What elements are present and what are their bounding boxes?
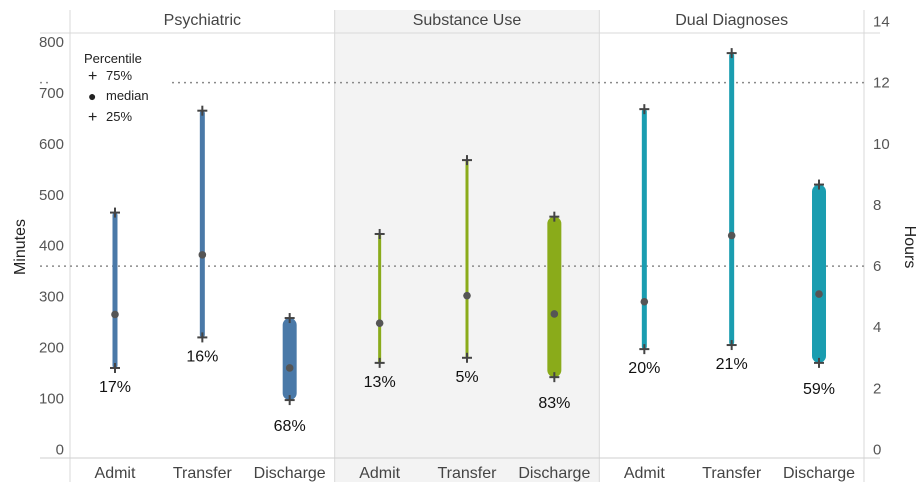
y-right-tick-6: 6 [873, 258, 881, 275]
percent-label-2-2: 59% [803, 381, 835, 398]
y-left-tick-400: 400 [39, 238, 64, 255]
p75-marker-2-2 [814, 179, 825, 190]
range-bar-1-0 [378, 233, 382, 363]
p75-marker-1-0 [374, 228, 385, 239]
median-dot-0-1 [198, 251, 207, 259]
y-right-tick-8: 8 [873, 197, 881, 214]
range-bar-1-2 [547, 216, 562, 378]
y-left-tick-200: 200 [39, 340, 64, 357]
p75-marker-2-0 [639, 104, 650, 115]
percent-label-0-2: 68% [274, 418, 306, 435]
background-layer [40, 10, 880, 482]
p75-marker-0-2 [284, 313, 295, 324]
y-right-tick-14: 14 [873, 14, 890, 31]
median-dot-0-0 [111, 310, 119, 319]
p75-marker-1-2 [549, 211, 560, 222]
legend-label-median: median [106, 88, 149, 103]
p25-marker-2-1 [726, 340, 737, 351]
percent-label-1-0: 13% [364, 374, 396, 391]
median-dot-1-1 [463, 291, 471, 300]
legend-symbol-median: ● [88, 88, 96, 104]
legend-title: Percentile [84, 51, 142, 66]
percent-label-1-1: 5% [455, 369, 478, 386]
y-left-tick-0: 0 [56, 442, 64, 459]
y-left-tick-100: 100 [39, 391, 64, 408]
text-layer: 0 100 200 300 400 500 600 700 800 0 2 4 6 8 10 12 14 Psyc… [39, 12, 890, 482]
range-bar-0-1 [199, 110, 205, 338]
median-dot-2-1 [727, 231, 736, 240]
y-right-tick-12: 12 [873, 75, 890, 92]
median-dot-0-2 [285, 364, 294, 372]
p75-marker-0-0 [109, 207, 120, 218]
panel-title-0: Psychiatric [164, 12, 241, 29]
y-right-tick-4: 4 [873, 319, 881, 336]
percent-label-1-2: 83% [538, 395, 570, 412]
p25-marker-1-2 [549, 372, 560, 383]
p25-marker-0-1 [197, 332, 208, 343]
category-label-2-2: Discharge [783, 465, 855, 482]
range-bar-2-1 [729, 53, 735, 346]
p25-marker-2-2 [814, 357, 825, 368]
p25-marker-2-0 [639, 344, 650, 355]
gridline-layer [40, 81, 864, 267]
legend-symbol-75: + [88, 68, 97, 85]
y-left-tick-800: 800 [39, 34, 64, 51]
median-dot-1-0 [375, 319, 384, 327]
p75-marker-2-1 [726, 48, 737, 59]
panel-title-2: Dual Diagnoses [675, 12, 788, 29]
category-label-1-1: Transfer [438, 465, 498, 482]
range-bar-2-0 [641, 109, 647, 350]
percent-label-2-1: 21% [716, 356, 748, 373]
y-left-tick-300: 300 [39, 289, 64, 306]
y-right-tick-10: 10 [873, 136, 890, 153]
category-label-0-0: Admit [95, 465, 136, 482]
percent-label-0-0: 17% [99, 379, 131, 396]
category-label-0-2: Discharge [254, 465, 326, 482]
y-left-tick-500: 500 [39, 187, 64, 204]
range-bar-0-2 [282, 318, 297, 401]
y-right-tick-0: 0 [873, 442, 881, 459]
p25-marker-0-2 [284, 395, 295, 406]
y-right-tick-2: 2 [873, 380, 881, 397]
marks-layer [109, 48, 827, 406]
median-dot-2-2 [815, 290, 823, 298]
category-label-2-1: Transfer [702, 465, 762, 482]
p75-marker-1-1 [462, 155, 472, 166]
category-label-2-0: Admit [624, 465, 665, 482]
range-bar-2-2 [812, 184, 827, 363]
category-label-1-0: Admit [359, 465, 400, 482]
y-axis-left-title: Minutes [12, 219, 29, 275]
percent-label-0-1: 16% [186, 348, 218, 365]
percent-label-2-0: 20% [628, 360, 660, 377]
p75-marker-0-1 [197, 105, 208, 116]
p25-marker-1-1 [462, 352, 472, 363]
y-left-tick-600: 600 [39, 136, 64, 153]
category-label-1-2: Discharge [518, 465, 590, 482]
y-left-tick-700: 700 [39, 85, 64, 102]
median-dot-2-0 [640, 297, 649, 306]
legend-label-25: 25% [106, 109, 132, 124]
panel-title-1: Substance Use [413, 12, 522, 29]
legend-symbol-25: + [88, 109, 97, 126]
legend: Percentile + 75% ● median + 25% [84, 51, 149, 126]
p25-marker-1-0 [374, 357, 385, 368]
median-dot-1-2 [550, 310, 559, 318]
p25-marker-0-0 [109, 362, 120, 373]
range-bar-0-0 [112, 212, 118, 368]
legend-label-75: 75% [106, 68, 132, 83]
range-bar-1-1 [465, 160, 469, 358]
y-axis-right-title: Hours [901, 226, 918, 269]
category-label-0-1: Transfer [173, 465, 233, 482]
